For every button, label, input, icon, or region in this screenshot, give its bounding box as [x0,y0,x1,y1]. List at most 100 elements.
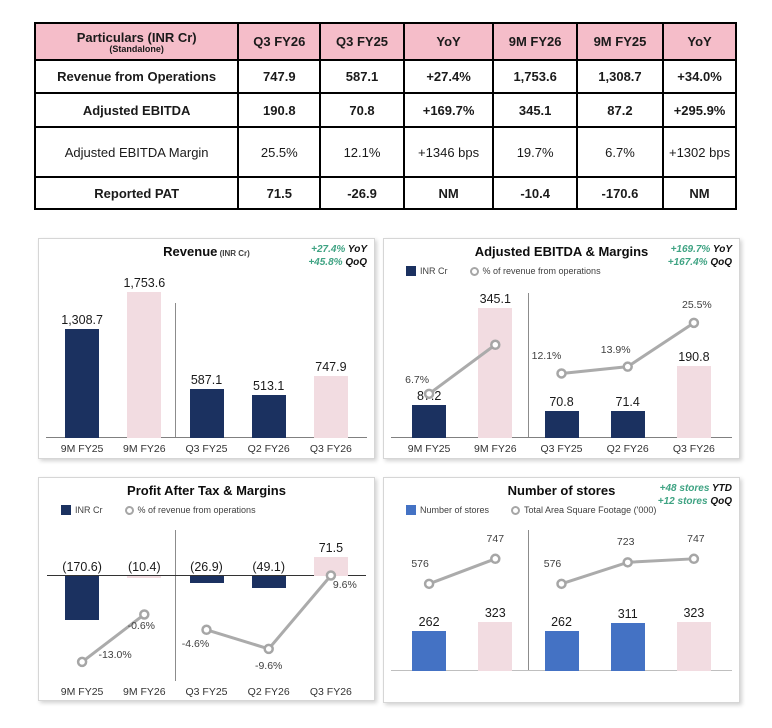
bar-value-label: 1,753.6 [123,275,166,290]
chart-title-text: Profit After Tax & Margins [127,483,286,498]
table-body: Revenue from Operations 747.9 587.1 +27.4% 1… [33,59,737,210]
growth-value: +27.4% [311,244,348,255]
growth-annotation: +48 stores YTD [658,482,732,495]
line-value-label: -0.6% [127,620,156,633]
trend-line [428,557,496,586]
chart-title-text: Number of stores [507,483,616,498]
table-cell: +169.7% [402,92,495,128]
growth-value: +45.8% [308,257,346,268]
bar [127,575,162,579]
bar [676,621,711,671]
line-value-label: 13.9% [600,343,631,356]
legend-item: INR Cr [61,505,103,515]
line-marker [688,317,700,329]
growth-value: +167.4% [667,257,711,268]
legend-square-swatch [61,505,71,515]
chart-title: Adjusted EBITDA & Margins [384,244,739,259]
line-marker [76,656,88,668]
x-axis-label: 9M FY25 [60,686,104,698]
table-cell: 87.2 [575,92,665,128]
table-cell: 1,308.7 [575,59,665,94]
group-divider-line [527,293,530,438]
chart-legend: Number of stores Total Area Square Footag… [384,505,739,515]
growth-period-label: QoQ [345,257,367,268]
growth-annotations: +27.4% YoY +45.8% QoQ [308,243,367,269]
growth-value: +169.7% [670,244,713,255]
x-axis-label: Q2 FY26 [606,443,649,455]
bar-value-label: 323 [683,605,705,620]
table-cell: NM [662,176,737,210]
trend-line [428,343,497,396]
legend-item: Total Area Square Footage ('000) [511,505,656,515]
growth-annotations: +169.7% YoY +167.4% QoQ [668,243,732,269]
bar-value-label: 513.1 [253,379,285,394]
table-cell: 6.7% [575,126,665,178]
line-value-label: -4.6% [181,637,210,650]
group-divider-line [174,530,177,681]
legend-item: INR Cr [406,266,448,276]
table-cell: 71.5 [237,176,322,210]
bar [251,395,286,438]
chart-title: Revenue (INR Cr) [39,244,374,259]
line-value-label: 576 [411,557,429,570]
growth-period-label: QoQ [710,496,732,507]
growth-period-label: YoY [712,244,732,255]
trend-line [81,613,146,664]
plot-area: (170.6) (10.4) (26.9) (49.1) 71.5 -13.0% -0.6%… [47,530,366,681]
bar-value-label: (49.1) [252,559,286,574]
line-value-label: -9.6% [254,659,283,672]
group-divider-line [174,303,177,438]
plot-area: 87.2345.170.871.4190.86.7%12.1%13.9%25.5… [391,287,732,438]
bar [478,621,513,671]
chart-legend: INR Cr % of revenue from operations [384,266,739,276]
table-header-cell: YoY [402,22,495,61]
bar [610,623,645,671]
chart-title: Profit After Tax & Margins [39,483,374,498]
table-header-cell: Q3 FY25 [319,22,405,61]
line-marker [325,570,337,581]
legend-circle-marker-icon [124,505,134,515]
line-value-label: 9.6% [332,579,357,592]
table-row-label: Adjusted EBITDA [33,92,240,128]
legend-label: % of revenue from operations [137,505,256,515]
table-cell: 70.8 [319,92,405,128]
line-marker [423,388,435,400]
line-marker [688,553,700,565]
table-row: Adjusted EBITDA Margin 25.5% 12.1% +1346 bp… [33,126,737,178]
table-cell: 19.7% [492,126,578,178]
x-axis-label: Q3 FY25 [185,686,228,698]
growth-annotation: +169.7% YoY [668,243,732,256]
legend-circle-marker-icon [511,505,521,515]
bar-value-label: (26.9) [190,559,223,574]
table-cell: +295.9% [662,92,737,128]
table-cell: 1,753.6 [492,59,578,94]
bar [251,575,286,589]
bar [313,556,348,576]
number-of-stores-chart-panel: Number of stores +48 stores YTD +12 stores… [383,477,740,703]
line-marker [622,557,633,568]
revenue-chart-panel: Revenue (INR Cr) +27.4% YoY +45.8% QoQ 1,30… [38,238,375,459]
growth-annotation: +45.8% QoQ [308,256,367,269]
growth-annotation: +167.4% QoQ [668,256,732,269]
table-header-cell: 9M FY26 [492,22,578,61]
line-value-label: 747 [486,532,505,545]
line-value-label: 6.7% [405,373,430,386]
chart-title-unit: (INR Cr) [217,249,250,258]
bar [412,630,447,671]
financial-summary-table: Particulars (INR Cr) (Standalone) Q3 FY2… [33,22,737,210]
table-cell: 345.1 [492,92,578,128]
legend-circle-marker-icon [469,266,479,276]
legend-label: % of revenue from operations [482,266,601,276]
bar [544,630,579,671]
bar [65,575,100,620]
legend-item: Number of stores [406,505,489,515]
bar-value-label: 262 [551,614,572,629]
plot-area: 1,308.7 1,753.6 587.1 513.1 747.9 [46,276,367,438]
table-cell: -170.6 [575,176,665,210]
table-header-title: Particulars (INR Cr) [76,29,197,45]
line-value-label: 12.1% [531,350,562,363]
table-cell: 747.9 [237,59,322,94]
bar-value-label: 747.9 [315,359,347,374]
bar [544,411,579,438]
